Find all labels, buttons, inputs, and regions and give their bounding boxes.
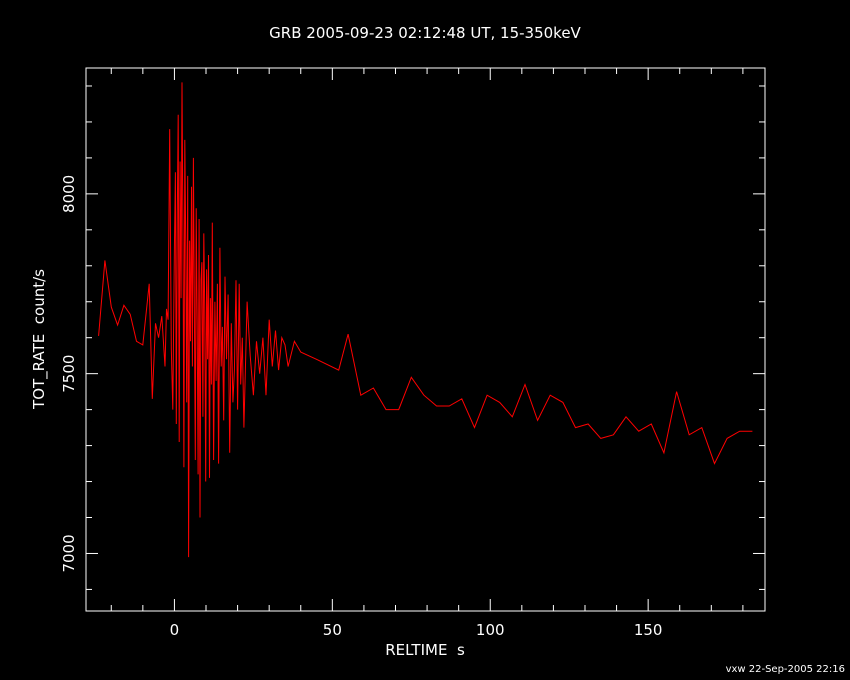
y-axis-tick-labels: 7000 7500 8000 — [60, 175, 78, 573]
y-tick-label: 7000 — [60, 534, 78, 572]
footer-timestamp: vxw 22-Sep-2005 22:16 — [726, 664, 845, 675]
x-axis-label: RELTIME s — [385, 641, 465, 659]
y-tick-label: 8000 — [60, 175, 78, 213]
chart-title: GRB 2005-09-23 02:12:48 UT, 15-350keV — [269, 24, 581, 42]
plot-area: 0 50 100 150 7000 7500 8000 — [60, 67, 766, 639]
x-tick-label: 0 — [170, 621, 180, 639]
y-axis-ticks — [86, 85, 765, 590]
axis-frame — [85, 67, 766, 612]
x-tick-label: 150 — [634, 621, 663, 639]
y-tick-label: 7500 — [60, 355, 78, 393]
x-tick-label: 100 — [476, 621, 505, 639]
series-group — [98, 82, 753, 558]
x-axis-tick-labels: 0 50 100 150 — [170, 621, 663, 639]
x-tick-label: 50 — [323, 621, 342, 639]
series-line — [98, 82, 753, 558]
y-axis-label: TOT_RATE count/s — [30, 269, 49, 410]
x-axis-ticks — [110, 68, 744, 611]
